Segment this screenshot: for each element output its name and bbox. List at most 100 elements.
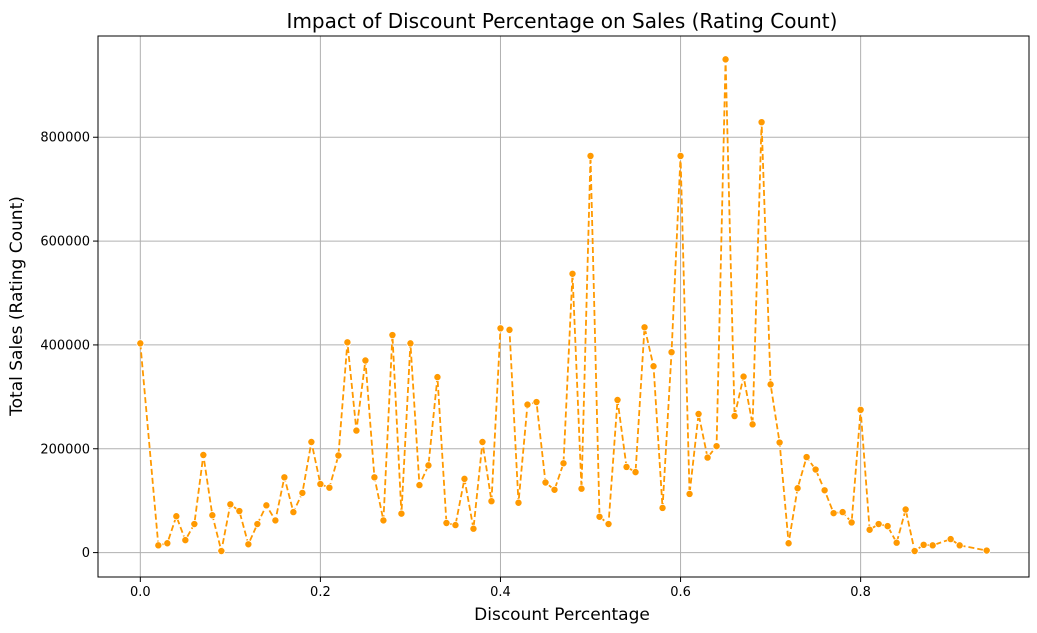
data-point (334, 451, 343, 460)
data-point (649, 362, 658, 371)
data-point (901, 505, 910, 514)
data-point (271, 516, 280, 525)
data-point (820, 486, 829, 495)
data-point (955, 541, 964, 550)
data-point (199, 450, 208, 459)
x-tick-label: 0.4 (490, 585, 511, 600)
data-point (469, 524, 478, 533)
data-point (802, 453, 811, 462)
data-point (982, 546, 991, 555)
y-tick-label: 400000 (40, 338, 90, 353)
data-point (919, 540, 928, 549)
data-point (586, 151, 595, 160)
data-point (721, 55, 730, 64)
data-point (784, 539, 793, 548)
x-tick-label: 0.2 (310, 585, 331, 600)
y-tick-label: 0 (82, 546, 90, 561)
data-point (910, 547, 919, 556)
data-point (514, 498, 523, 507)
data-point (208, 511, 217, 520)
data-point (829, 509, 838, 518)
data-point (370, 473, 379, 482)
data-point (622, 462, 631, 471)
data-point (253, 520, 262, 529)
data-point (847, 518, 856, 527)
y-axis-label: Total Sales (Rating Count) (7, 196, 27, 417)
data-point (154, 541, 163, 550)
data-point (730, 412, 739, 421)
data-point (379, 516, 388, 525)
data-point (604, 520, 613, 529)
data-point (748, 420, 757, 429)
data-point (442, 519, 451, 528)
data-point (631, 468, 640, 477)
grid-lines (98, 36, 1029, 577)
data-point (496, 324, 505, 333)
data-point (856, 405, 865, 414)
data-point (523, 400, 532, 409)
data-point (316, 480, 325, 489)
data-point (487, 497, 496, 506)
data-point (406, 339, 415, 348)
data-point (613, 395, 622, 404)
data-point (190, 520, 199, 529)
data-point (658, 503, 667, 512)
data-point (712, 442, 721, 451)
data-point (532, 398, 541, 407)
data-point (397, 509, 406, 518)
data-point (595, 512, 604, 521)
data-point (244, 540, 253, 549)
data-point (793, 484, 802, 493)
series-layer (136, 55, 991, 556)
data-point (640, 323, 649, 332)
data-point (325, 483, 334, 492)
data-point (838, 508, 847, 517)
data-point (865, 525, 874, 534)
data-point (388, 331, 397, 340)
data-point (775, 438, 784, 447)
x-tick-label: 0.8 (850, 585, 871, 600)
data-point (262, 501, 271, 510)
data-point (217, 547, 226, 556)
data-point (343, 338, 352, 347)
y-tick-label: 600000 (40, 235, 90, 250)
data-point (181, 536, 190, 545)
data-point (892, 538, 901, 547)
data-point (577, 484, 586, 493)
chart-title: Impact of Discount Percentage on Sales (… (287, 9, 838, 33)
x-tick-label: 0.0 (130, 585, 151, 600)
data-point (667, 348, 676, 357)
data-point (883, 522, 892, 531)
data-point (703, 453, 712, 462)
data-point (739, 372, 748, 381)
data-point (676, 151, 685, 160)
data-point (172, 512, 181, 521)
data-point (928, 541, 937, 550)
data-point (685, 489, 694, 498)
data-point (568, 269, 577, 278)
data-point (307, 438, 316, 447)
data-point (460, 474, 469, 483)
plot-frame (97, 35, 1030, 578)
data-point (136, 339, 145, 348)
data-point (352, 426, 361, 435)
data-point (757, 118, 766, 127)
data-point (478, 438, 487, 447)
data-point (874, 520, 883, 529)
data-point (766, 380, 775, 389)
data-point (163, 539, 172, 548)
data-point (280, 473, 289, 482)
data-point (541, 478, 550, 487)
series-line (139, 59, 987, 553)
data-point (433, 373, 442, 382)
axis-ticks: 0.0 0.2 0.4 0.6 0.8 0 200000 400000 600000 800000 (40, 131, 871, 600)
data-point (811, 465, 820, 474)
data-point (235, 507, 244, 516)
data-point (226, 500, 235, 509)
data-point (505, 325, 514, 334)
data-point (559, 459, 568, 468)
y-tick-label: 200000 (40, 442, 90, 457)
data-point (946, 535, 955, 544)
data-point (289, 508, 298, 517)
